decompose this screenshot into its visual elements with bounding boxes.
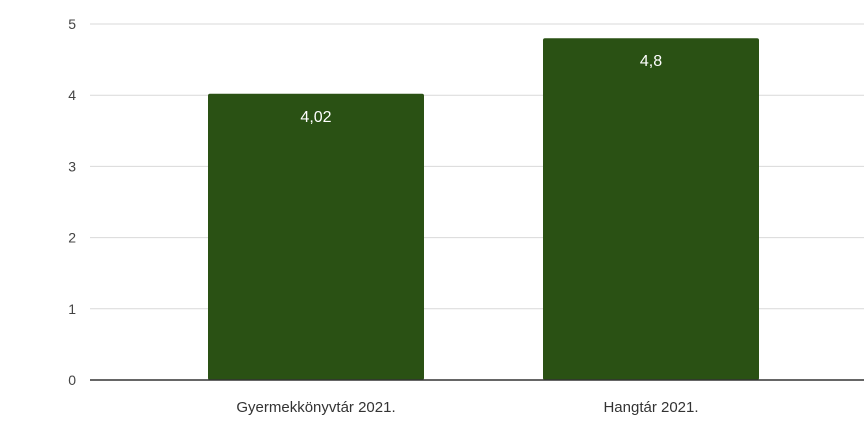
bar-value-label: 4,02 [300, 109, 331, 126]
y-tick-label: 0 [68, 372, 76, 388]
data-labels: 4,02 4,8 [300, 53, 662, 126]
x-category-label: Hangtár 2021. [603, 399, 698, 416]
y-tick-label: 4 [68, 87, 76, 103]
bar-value-label: 4,8 [640, 53, 662, 70]
y-tick-label: 1 [68, 301, 76, 317]
x-axis-categories: Gyermekkönyvtár 2021. Hangtár 2021. [236, 399, 698, 416]
y-tick-label: 5 [68, 16, 76, 32]
y-tick-label: 2 [68, 230, 76, 246]
bars [208, 38, 759, 381]
y-axis-ticks: 0 1 2 3 4 5 [68, 16, 76, 388]
bar [208, 93, 424, 380]
x-category-label: Gyermekkönyvtár 2021. [236, 399, 395, 416]
bar [543, 38, 759, 381]
y-tick-label: 3 [68, 158, 76, 174]
